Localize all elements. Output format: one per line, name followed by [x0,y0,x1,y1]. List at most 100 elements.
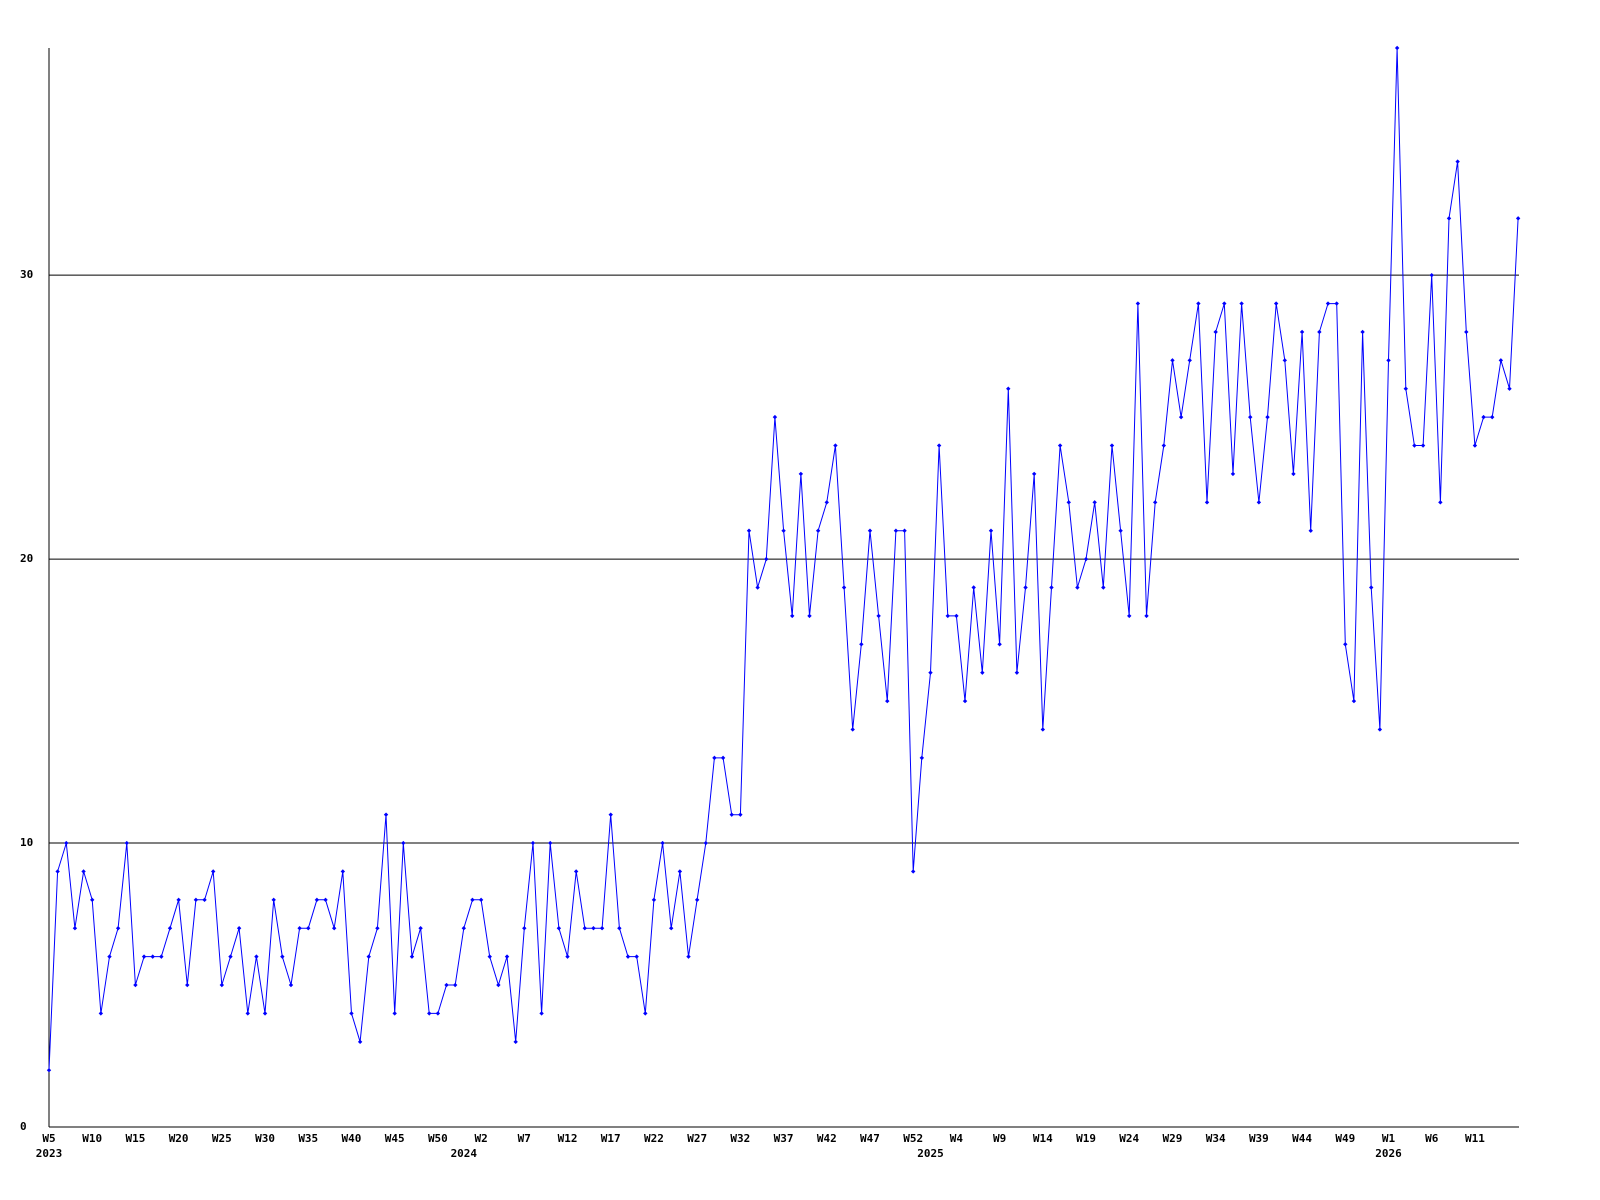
data-point [1031,471,1037,477]
data-point [98,1011,104,1016]
data-point [997,642,1002,647]
data-point [608,812,613,817]
data-point [738,812,743,817]
data-point [1438,500,1443,505]
data-point [1083,556,1089,562]
x-tick-label: W6 [1425,1132,1439,1145]
data-point [1325,301,1331,306]
x-tick-label: W1 [1382,1132,1396,1145]
data-point [694,897,700,903]
data-point [565,954,570,959]
x-tick-label: W25 [212,1132,232,1145]
data-point [202,897,207,903]
data-point [409,954,415,959]
data-point [1256,500,1262,505]
x-tick-label: W2 [474,1132,487,1145]
x-tick-label: W22 [644,1132,664,1145]
data-point [167,926,173,931]
x-tick-label: W44 [1292,1132,1312,1145]
data-point [833,443,838,448]
data-point [1057,443,1063,448]
data-point [1455,159,1460,164]
data-point [841,585,847,590]
data-point [418,926,423,931]
data-point [625,954,631,959]
data-point [781,528,786,533]
x-tick-label: W24 [1119,1132,1139,1145]
data-point [1446,216,1452,221]
x-tick-label: W34 [1206,1132,1226,1145]
x-tick-label: W9 [993,1132,1006,1145]
data-point [902,528,907,533]
data-point [677,869,683,874]
data-point [64,840,69,846]
x-tick-label: W7 [518,1132,531,1145]
data-point [539,1011,544,1016]
data-point [1317,329,1322,335]
x-tick-label: W35 [298,1132,318,1145]
data-point [1273,301,1279,306]
x-tick-label: W37 [774,1132,794,1145]
data-point [815,528,821,533]
data-point [496,982,501,988]
data-point [133,982,138,988]
data-point [1152,500,1158,505]
data-point [375,926,380,931]
data-point [1006,386,1011,391]
x-tick-label: W29 [1163,1132,1183,1145]
data-point [746,528,752,533]
x-tick-label: W10 [82,1132,102,1145]
data-point [427,1011,432,1016]
data-point [1507,386,1512,391]
x-tick-label: W15 [125,1132,145,1145]
data-point [790,613,795,619]
data-point [504,954,510,959]
data-point [314,897,320,903]
data-point [1109,443,1115,448]
x-tick-label: W11 [1465,1132,1485,1145]
data-point [288,982,294,988]
y-tick-label: 0 [20,1120,27,1133]
data-point [1014,670,1020,675]
data-point [487,954,492,959]
data-point [954,613,959,619]
data-point [185,982,190,988]
data-point [660,840,665,846]
data-point [556,926,562,931]
data-point [306,926,311,931]
data-point [1282,358,1288,363]
x-tick-label: W4 [950,1132,964,1145]
data-point [90,897,95,903]
data-point [980,670,985,675]
data-point [262,1011,268,1016]
data-point [634,954,639,959]
data-point [340,869,346,874]
data-point [643,1011,648,1016]
data-point [936,443,942,448]
data-point [1308,528,1313,533]
data-point [193,897,199,903]
data-point [1265,414,1270,420]
data-point [772,414,778,420]
data-point [513,1039,518,1045]
data-point [850,727,855,732]
data-point [617,926,622,931]
data-point [1075,585,1080,590]
x-year-label: 2026 [1375,1147,1402,1160]
y-tick-label: 20 [20,552,33,565]
data-point [945,613,950,619]
data-point [720,755,726,761]
data-point [1187,358,1192,363]
data-point [444,982,449,988]
x-tick-label: W42 [817,1132,837,1145]
data-point [150,954,155,959]
data-point [1472,443,1478,448]
data-point [686,954,691,959]
data-point [893,528,899,533]
data-point [928,670,933,675]
x-tick-label: W12 [558,1132,578,1145]
data-point [55,869,60,874]
data-point [1343,642,1348,647]
